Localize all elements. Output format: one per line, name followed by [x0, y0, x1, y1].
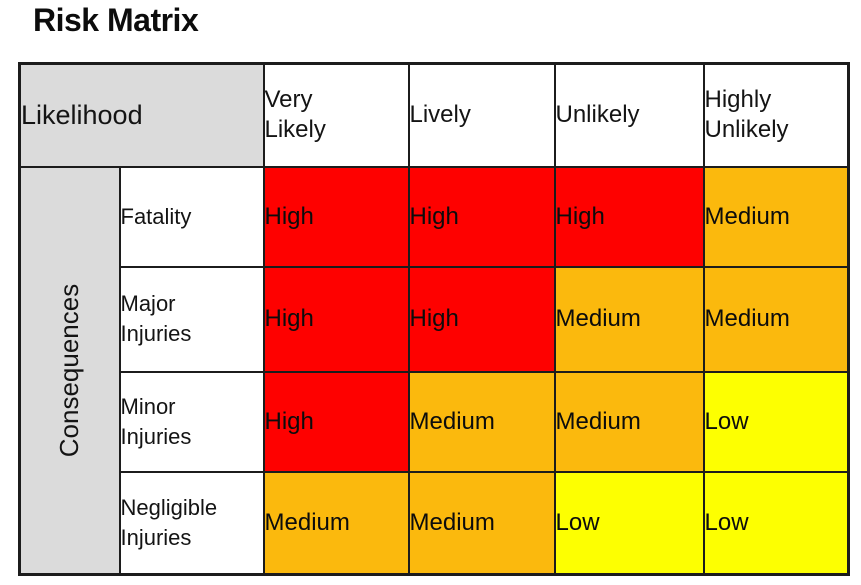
- risk-cell-minor-injuries-very-likely: High: [262, 370, 410, 473]
- risk-cell-negligible-injuries-unlikely: Low: [553, 470, 705, 576]
- risk-cell-major-injuries-lively: High: [407, 265, 556, 373]
- side-header-consequences: Consequences: [18, 165, 121, 576]
- risk-cell-fatality-unlikely: High: [553, 165, 705, 268]
- side-header-rotor: Consequences: [22, 169, 118, 573]
- risk-cell-fatality-very-likely: High: [262, 165, 410, 268]
- row-label-negligible-injuries: Negligible Injuries: [118, 470, 265, 576]
- column-header-unlikely: Unlikely: [553, 62, 705, 168]
- column-header-lively: Lively: [407, 62, 556, 168]
- row-label-fatality: Fatality: [118, 165, 265, 268]
- risk-cell-fatality-highly-unlikely: Medium: [702, 165, 850, 268]
- risk-cell-minor-injuries-unlikely: Medium: [553, 370, 705, 473]
- risk-matrix-table: Likelihood Very Likely Lively Unlikely H…: [18, 62, 850, 576]
- risk-cell-negligible-injuries-very-likely: Medium: [262, 470, 410, 576]
- column-header-very-likely: Very Likely: [262, 62, 410, 168]
- page-title: Risk Matrix: [33, 2, 199, 38]
- table-row: Major Injuries High High Medium Medium: [20, 265, 850, 373]
- row-label-major-injuries: Major Injuries: [118, 265, 265, 373]
- risk-cell-negligible-injuries-lively: Medium: [407, 470, 556, 576]
- side-header-label: Consequences: [54, 283, 85, 457]
- risk-cell-negligible-injuries-highly-unlikely: Low: [702, 470, 850, 576]
- risk-cell-major-injuries-unlikely: Medium: [553, 265, 705, 373]
- table-row: Negligible Injuries Medium Medium Low Lo…: [20, 470, 850, 576]
- column-header-highly-unlikely: Highly Unlikely: [702, 62, 850, 168]
- risk-cell-major-injuries-highly-unlikely: Medium: [702, 265, 850, 373]
- header-row: Likelihood Very Likely Lively Unlikely H…: [18, 62, 850, 168]
- table-row: Consequences Fatality High High High Med…: [18, 165, 850, 576]
- table-row: Minor Injuries High Medium Medium Low: [20, 370, 850, 473]
- risk-cell-major-injuries-very-likely: High: [262, 265, 410, 373]
- risk-cell-fatality-lively: High: [407, 165, 556, 268]
- row-label-minor-injuries: Minor Injuries: [118, 370, 265, 473]
- risk-cell-minor-injuries-highly-unlikely: Low: [702, 370, 850, 473]
- risk-cell-minor-injuries-lively: Medium: [407, 370, 556, 473]
- corner-header-likelihood: Likelihood: [18, 62, 265, 168]
